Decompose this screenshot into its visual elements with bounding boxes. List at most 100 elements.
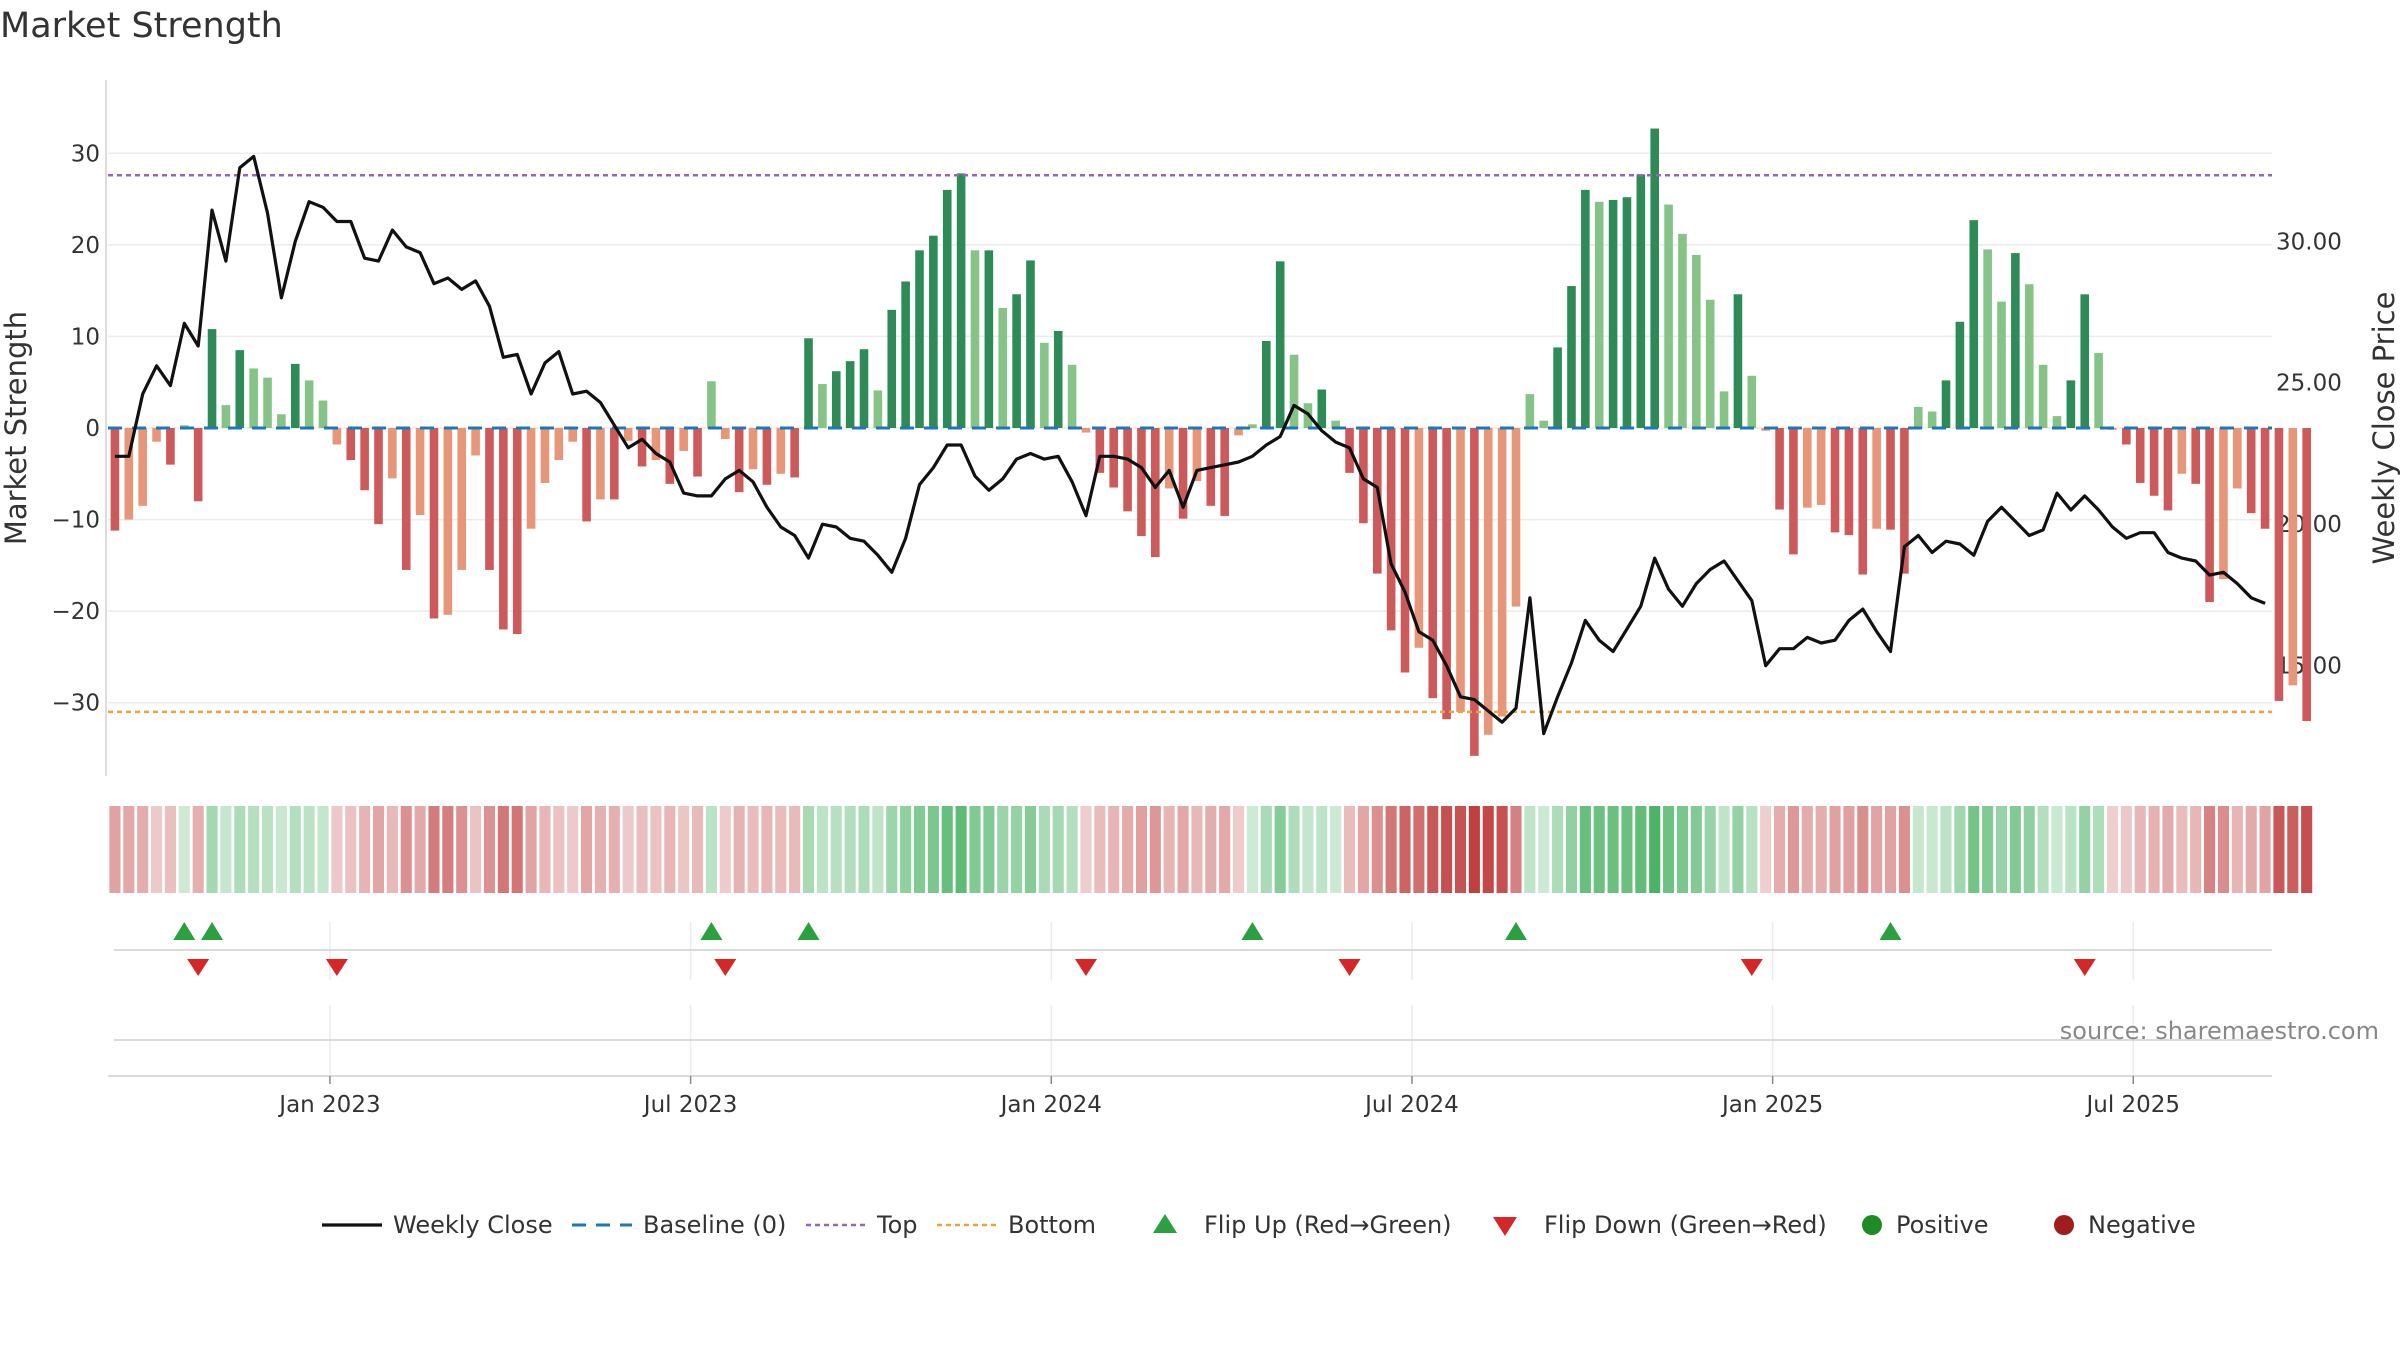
legend-label: Top <box>876 1211 918 1239</box>
heat-cell <box>1884 806 1897 893</box>
heat-cell <box>2051 806 2063 893</box>
strength-bar <box>2080 294 2090 428</box>
legend-item: Flip Down (Green→Red) <box>1493 1211 1827 1239</box>
heat-cell <box>1635 806 1647 893</box>
strength-bar <box>915 250 924 428</box>
x-tick-label: Jul 2024 <box>1363 1092 1459 1118</box>
heat-cell <box>1732 806 1744 893</box>
heat-cell <box>2217 806 2229 893</box>
heat-cell <box>1746 806 1758 893</box>
heat-cell <box>1552 806 1564 893</box>
strength-bar <box>2205 428 2214 602</box>
flip-down-marker <box>2073 959 2096 976</box>
heat-cell <box>1760 806 1772 893</box>
left-tick-label: −30 <box>51 691 100 717</box>
strength-bar <box>1192 428 1202 482</box>
heat-cell <box>2148 806 2160 893</box>
strength-bar <box>2052 416 2062 428</box>
strength-bar <box>1234 428 1243 436</box>
heat-cell <box>386 806 398 893</box>
strength-bar <box>998 308 1008 428</box>
heat-cell <box>1510 806 1522 893</box>
flip-up-marker <box>1241 922 1264 940</box>
strength-bar <box>1733 294 1743 428</box>
strength-bar <box>401 428 411 570</box>
flip-down-marker <box>714 959 737 976</box>
heat-cell <box>511 806 523 893</box>
strength-bar <box>929 235 938 428</box>
heat-cell <box>331 806 343 893</box>
heat-cell <box>470 806 482 893</box>
strength-bar <box>554 428 564 461</box>
strength-bar <box>388 428 397 479</box>
strength-bar <box>665 428 675 484</box>
heat-cell <box>789 806 801 893</box>
heat-cell <box>137 806 149 893</box>
heat-cell <box>220 806 232 893</box>
heat-cell <box>608 806 620 893</box>
strength-bar <box>415 428 425 515</box>
strength-bar <box>679 428 688 451</box>
strength-bar <box>318 400 328 428</box>
heat-cell <box>664 806 676 893</box>
strength-bar <box>1594 201 1604 428</box>
strength-bar <box>1275 261 1285 428</box>
strength-bar <box>790 428 799 478</box>
heat-cell <box>1857 806 1869 893</box>
heat-cell <box>1302 806 1314 893</box>
heat-cell <box>2245 806 2257 893</box>
flip-up-marker <box>700 922 723 940</box>
strength-bar <box>526 428 536 529</box>
heat-cell <box>1912 806 1924 893</box>
strength-bar <box>1289 354 1299 428</box>
strength-bar <box>707 381 716 428</box>
heat-cell <box>1233 806 1245 893</box>
heat-cell <box>955 806 967 893</box>
heat-cell <box>969 806 981 893</box>
strength-bar <box>1650 128 1660 428</box>
strength-bar <box>485 428 494 570</box>
heat-cell <box>1135 806 1147 893</box>
strength-bar <box>2122 428 2131 445</box>
strength-bar <box>207 329 217 428</box>
heat-cell <box>1441 806 1453 893</box>
strength-bar <box>1442 428 1451 720</box>
strength-bar <box>138 428 147 506</box>
strength-bar <box>1719 391 1729 428</box>
heat-cell <box>2009 806 2021 893</box>
heat-cell <box>913 806 926 893</box>
legend-label: Negative <box>2088 1211 2196 1239</box>
heat-cell <box>1246 806 1258 893</box>
heat-cell <box>248 806 260 893</box>
heat-cell <box>1149 806 1161 893</box>
strength-bar <box>263 377 272 428</box>
legend-label: Flip Down (Green→Red) <box>1544 1211 1827 1239</box>
heat-cell <box>622 806 634 893</box>
strength-bar <box>1678 233 1687 428</box>
strength-bar <box>1525 394 1535 428</box>
heat-cell <box>497 806 509 893</box>
strength-bar <box>429 428 439 619</box>
strength-bar <box>2219 428 2228 580</box>
left-tick-label: −10 <box>51 508 100 534</box>
flip-up-marker <box>1504 922 1527 940</box>
strength-bar <box>623 428 633 441</box>
heat-cell <box>483 806 496 893</box>
heat-cell <box>1191 806 1203 893</box>
heat-cell <box>872 806 884 893</box>
strength-bar <box>1941 380 1951 428</box>
heat-cell <box>1052 806 1064 893</box>
heat-cell <box>164 806 176 893</box>
heat-cell <box>761 806 773 893</box>
strength-bar <box>1151 428 1160 558</box>
heat-cell <box>2079 806 2091 893</box>
strength-bar <box>2094 352 2103 428</box>
left-tick-label: 10 <box>71 324 100 350</box>
strength-bar <box>277 414 286 428</box>
heat-cell <box>2106 806 2119 893</box>
strength-bar <box>1705 299 1715 428</box>
heat-cell <box>636 806 648 893</box>
strength-bar <box>610 428 619 500</box>
strength-bar <box>2163 428 2173 511</box>
